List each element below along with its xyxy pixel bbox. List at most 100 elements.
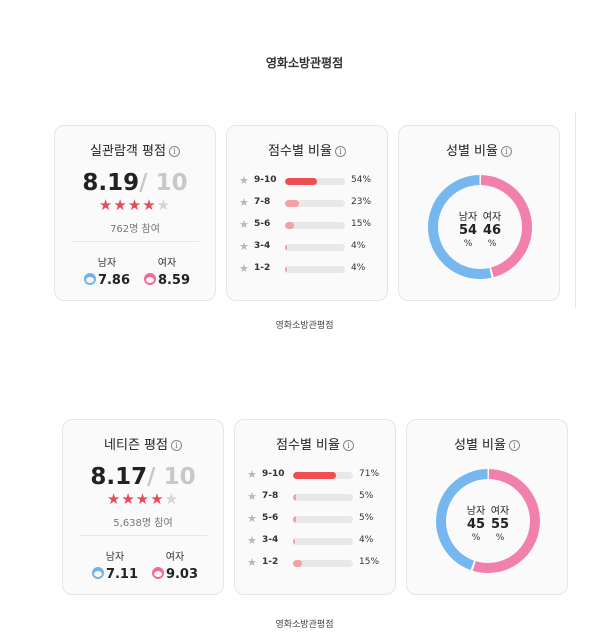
distribution-row: ★ 3-4 4% [239,240,379,254]
divider [79,535,207,536]
distribution-row: ★ 5-6 5% [247,512,387,526]
score-range-label: 7-8 [262,491,279,501]
participant-count: 5,638명 참여 [113,518,173,529]
gender-card: 성별 비율 i 남자 여자 54 46 %% [398,125,560,301]
male-score-col: 남자 7.86 [77,254,137,288]
score-value: 8.17 [90,464,148,490]
percent-value: 4% [351,241,366,251]
female-score-col: 여자 8.59 [137,254,197,288]
info-icon[interactable]: i [334,146,346,157]
rating-card: 실관람객 평점 i 8.19/ 10 ★★★★★ 762명 참여 남자 7.86 … [54,125,216,301]
score-display: 8.19/ 10 [55,170,215,196]
info-icon[interactable]: i [168,146,180,157]
divider-line [575,112,576,308]
star-icon: ★ [247,490,257,503]
male-score-col: 남자 7.11 [85,548,145,582]
info-icon[interactable]: i [508,440,520,451]
donut-male-label: 남자 [466,506,486,517]
percent-bar-fill [285,244,288,251]
score-range-label: 9-10 [254,175,277,185]
distribution-row: ★ 1-2 4% [239,262,379,276]
gender-title-text: 성별 비율 [454,438,506,453]
info-icon[interactable]: i [500,146,512,157]
percent-bar [285,244,345,251]
star-rating: ★★★★★ [55,196,215,214]
star-icon: ★ [247,556,257,569]
donut-male-segment [428,175,532,279]
male-percent-sign: % [463,239,473,249]
percent-bar-fill [293,472,336,479]
star-icon: ★ [156,196,172,214]
rating-title-text: 네티즌 평점 [104,438,168,453]
male-score: 7.86 [97,273,131,288]
percent-bar [293,472,353,479]
score-max: / 10 [147,464,196,490]
female-score: 8.59 [157,273,191,288]
female-label: 여자 [165,552,185,563]
male-percent: 45 [466,517,486,532]
star-icon: ★ [239,174,249,187]
donut-female-segment [428,175,532,279]
star-icon: ★ [150,490,165,508]
percent-value: 5% [359,513,374,523]
participant-count: 762명 참여 [110,224,160,235]
section-caption: 영화소방관평점 [275,321,334,331]
star-icon: ★ [164,490,180,508]
star-icon: ★ [247,512,257,525]
percent-bar-fill [293,516,296,523]
star-icon: ★ [98,196,114,214]
donut-male-label: 남자 [458,212,478,223]
score-value: 8.19 [82,170,140,196]
score-range-label: 5-6 [254,219,271,229]
percent-bar [293,560,353,567]
percent-bar [285,200,345,207]
female-score: 9.03 [165,567,199,582]
percent-bar [285,266,345,273]
divider [71,241,199,242]
percent-bar-fill [285,178,318,185]
percent-value: 5% [359,491,374,501]
distribution-row: ★ 7-8 23% [239,196,379,210]
distribution-card: 점수별 비율 i ★ 9-10 71% ★ 7-8 5% ★ 5-6 5% ★ 3-4 4% ★ 1-2 15… [234,419,396,595]
rating-title-text: 실관람객 평점 [90,144,166,159]
male-percent: 54 [458,223,478,238]
star-icon: ★ [113,196,128,214]
male-face-icon [83,273,96,285]
info-icon[interactable]: i [170,440,182,451]
gender-title-text: 성별 비율 [446,144,498,159]
star-icon: ★ [106,490,122,508]
star-icon: ★ [239,262,249,275]
percent-bar [293,538,353,545]
percent-bar-fill [285,222,294,229]
female-score-col: 여자 9.03 [145,548,205,582]
male-face-icon [91,567,104,579]
star-icon: ★ [121,490,136,508]
rating-title: 실관람객 평점 i [55,140,215,159]
info-icon[interactable]: i [342,440,354,451]
distribution-card: 점수별 비율 i ★ 9-10 54% ★ 7-8 23% ★ 5-6 15% ★ 3-4 4% ★ 1-2… [226,125,388,301]
percent-bar-fill [293,494,296,501]
star-icon: ★ [247,468,257,481]
female-label: 여자 [157,258,177,269]
percent-value: 54% [351,175,372,185]
percent-bar [285,222,345,229]
score-max: / 10 [139,170,188,196]
distribution-title: 점수별 비율 i [227,140,387,159]
percent-value: 15% [351,219,372,229]
section-caption: 영화소방관평점 [275,620,334,630]
distribution-title-text: 점수별 비율 [276,438,340,453]
section-heading: 영화소방관평점 [265,56,344,70]
gender-title: 성별 비율 i [399,140,559,159]
distribution-row: ★ 7-8 5% [247,490,387,504]
percent-bar-fill [293,538,296,545]
star-rating: ★★★★★ [63,490,223,508]
percent-bar [285,178,345,185]
distribution-row: ★ 5-6 15% [239,218,379,232]
percent-bar-fill [285,200,299,207]
gender-donut-chart [436,469,540,573]
distribution-title-text: 점수별 비율 [268,144,332,159]
percent-bar-fill [293,560,302,567]
female-face-icon [151,567,164,579]
rating-card: 네티즌 평점 i 8.17/ 10 ★★★★★ 5,638명 참여 남자 7.11… [62,419,224,595]
score-range-label: 1-2 [262,557,279,567]
